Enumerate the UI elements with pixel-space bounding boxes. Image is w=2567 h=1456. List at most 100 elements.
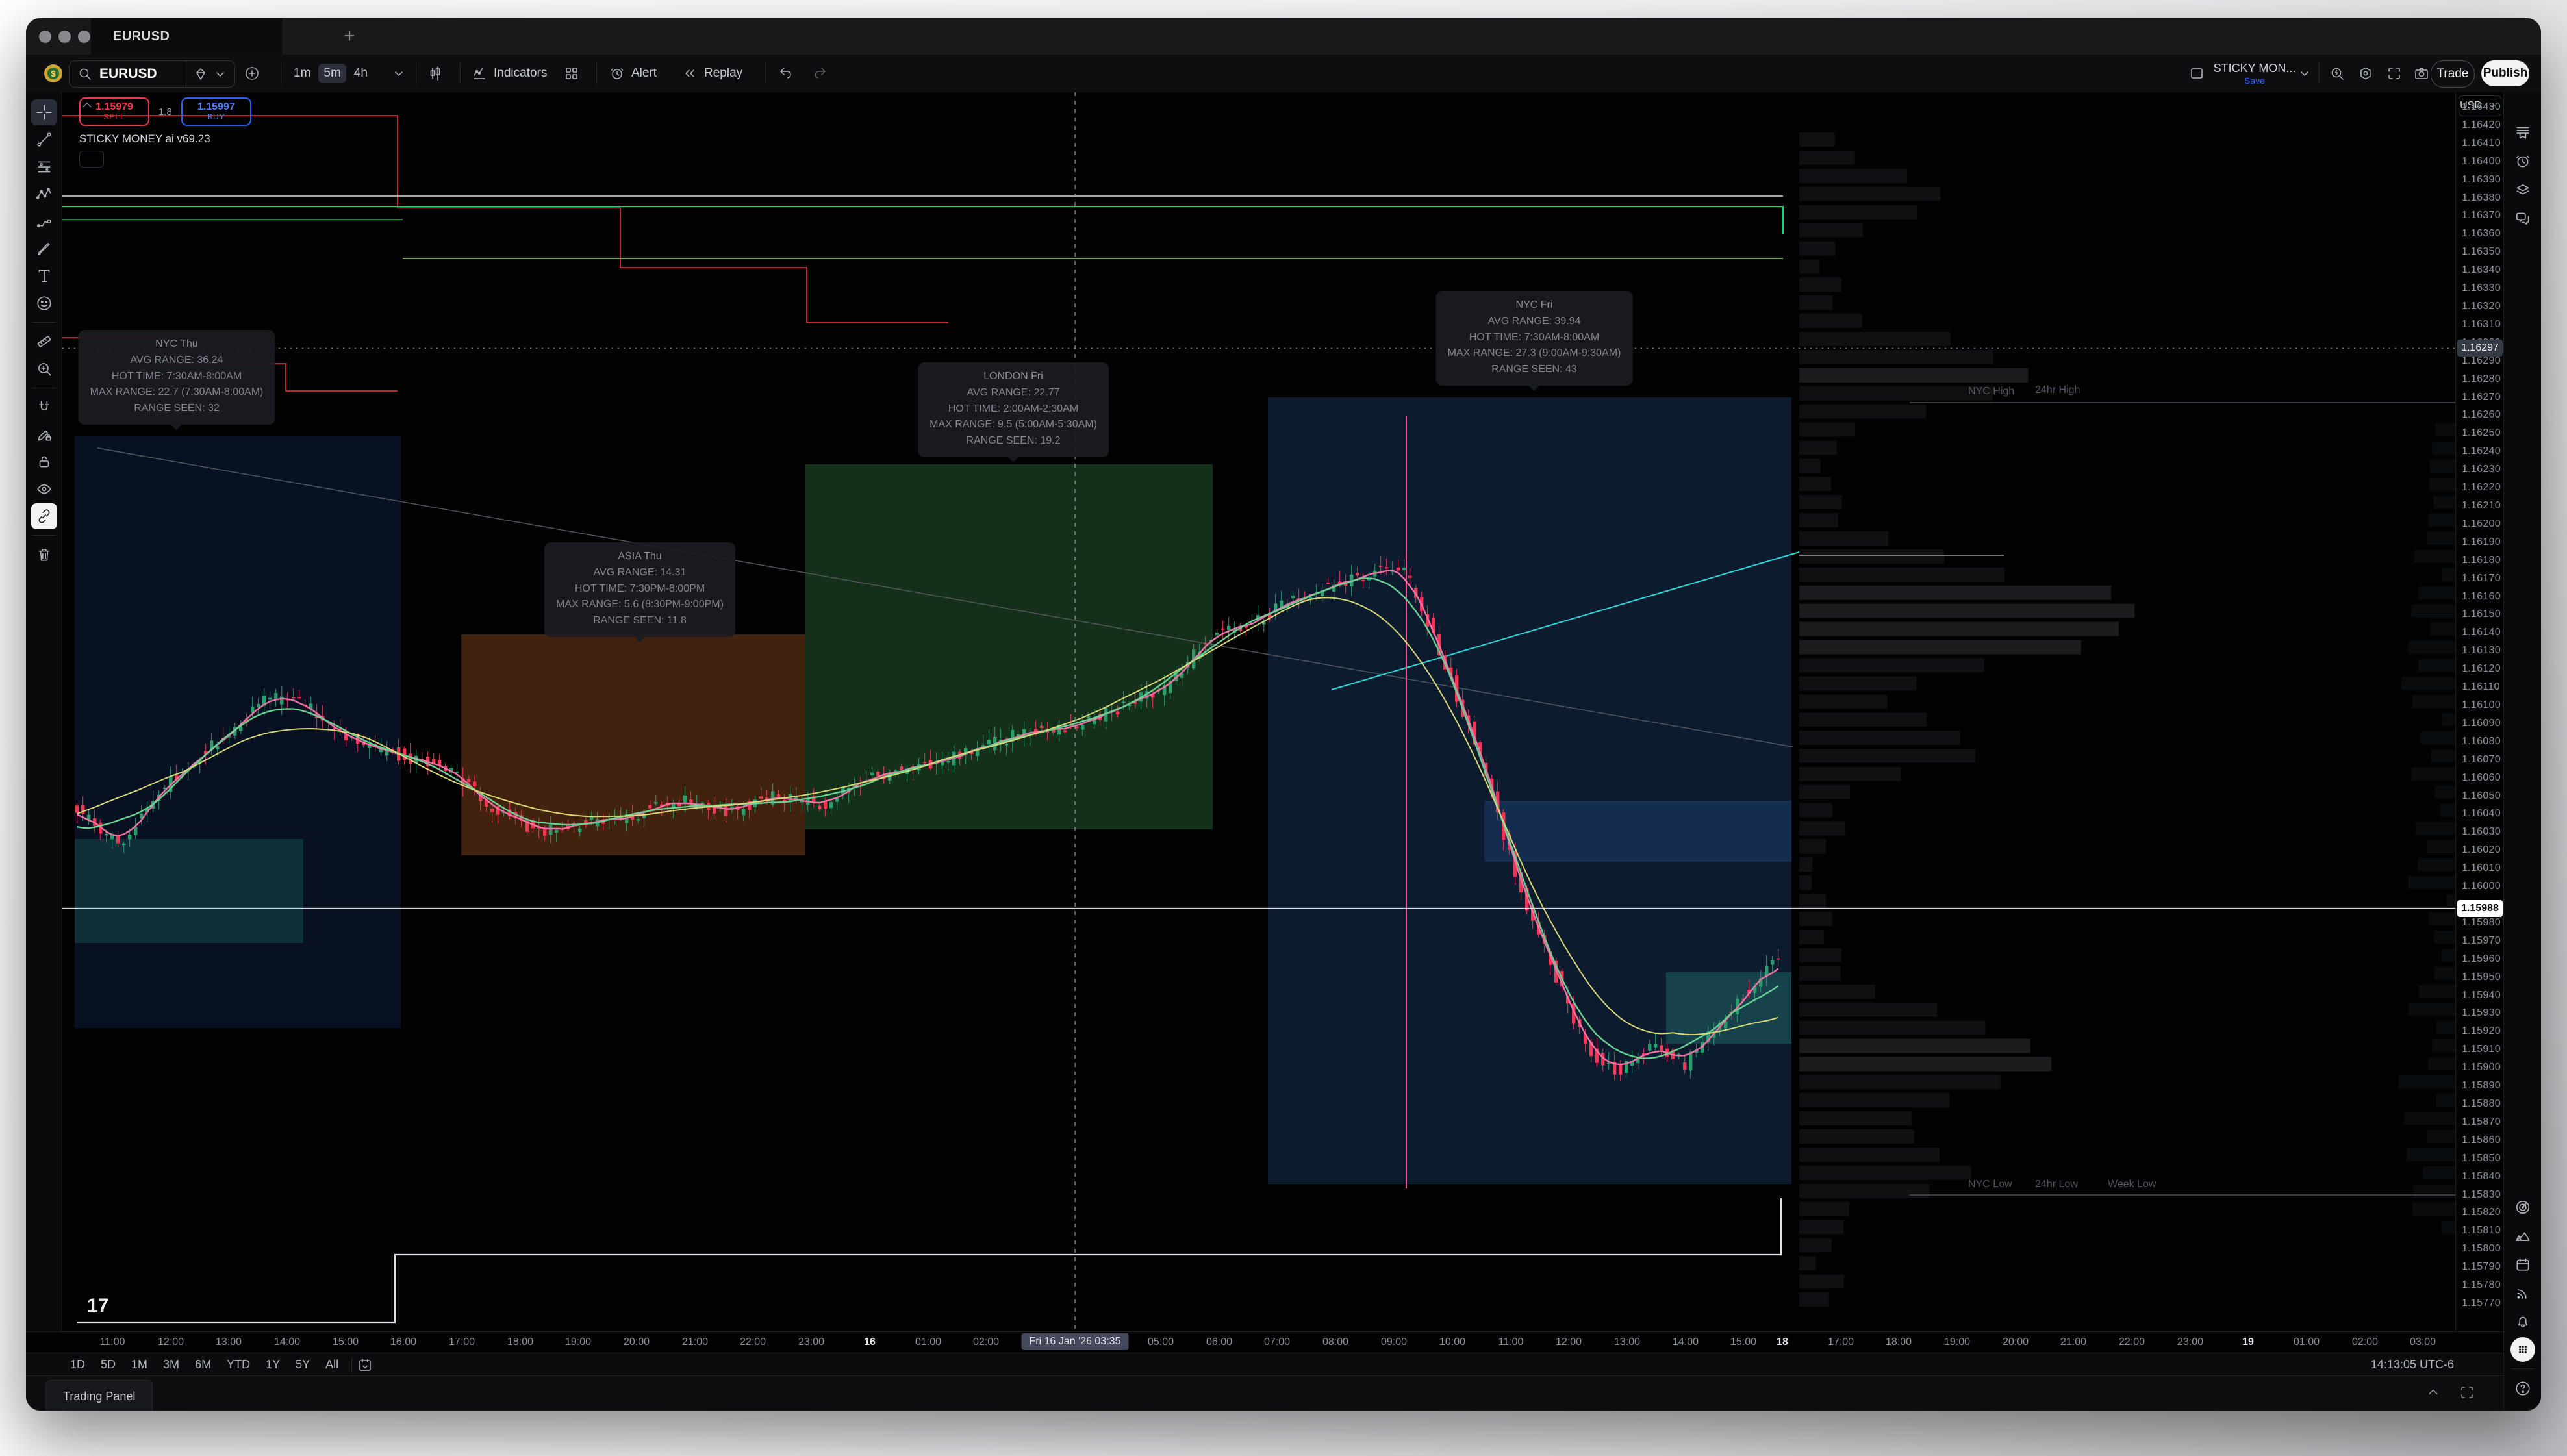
symbol-search[interactable]: EURUSD [69, 60, 194, 88]
publish-button[interactable]: Publish [2481, 60, 2529, 86]
chart-line[interactable] [97, 447, 1793, 747]
session-tooltip-london-fri[interactable]: LONDON Fri AVG RANGE: 22.77 HOT TIME: 2:00… [918, 362, 1109, 462]
remove-all-tool[interactable] [31, 542, 57, 568]
price-tick: 1.15880 [2462, 1098, 2501, 1109]
chart-line[interactable] [62, 206, 1784, 234]
session-stat-line: MAX RANGE: 27.3 (9:00AM-9:30AM) [1447, 347, 1621, 359]
moving-average-line[interactable] [77, 597, 1778, 1036]
interval-dropdown-button[interactable] [391, 55, 407, 92]
hide-all-drawings-tool[interactable] [31, 476, 57, 502]
sell-button[interactable]: 1.15979 SELL [79, 97, 149, 126]
new-tab-button[interactable]: + [344, 25, 355, 47]
compare-add-button[interactable] [244, 55, 260, 92]
indicators-button[interactable]: Indicators [472, 55, 547, 92]
panel-maximize-icon[interactable] [2459, 1385, 2475, 1400]
replay-button[interactable]: Replay [682, 55, 742, 92]
price-tick: 1.16090 [2462, 717, 2501, 729]
range-6M[interactable]: 6M [195, 1358, 212, 1371]
session-tooltip-nyc-thu[interactable]: NYC Thu AVG RANGE: 36.24 HOT TIME: 7:30AM-… [78, 330, 275, 430]
trade-button[interactable]: Trade [2431, 60, 2475, 88]
session-box[interactable] [805, 464, 1213, 829]
chart-plot-area[interactable]: 1.15979 SELL 1.8 1.15997 BUY STICKY MONE… [62, 92, 2455, 1331]
redo-button[interactable] [812, 55, 828, 92]
range-1M[interactable]: 1M [131, 1358, 148, 1371]
buy-button[interactable]: 1.15997 BUY [181, 97, 251, 126]
range-1Y[interactable]: 1Y [266, 1358, 281, 1371]
fib-retracement-tool[interactable] [31, 154, 57, 180]
range-All[interactable]: All [325, 1358, 339, 1371]
session-box[interactable] [1268, 397, 1791, 1184]
forecast-tool[interactable] [31, 208, 57, 234]
range-YTD[interactable]: YTD [227, 1358, 251, 1371]
sidebar-alerts[interactable] [2510, 148, 2536, 174]
sidebar-notifications[interactable] [2510, 1309, 2536, 1335]
range-5D[interactable]: 5D [101, 1358, 116, 1371]
emoji-tool[interactable] [31, 290, 57, 316]
traffic-light-close[interactable] [39, 31, 51, 43]
browser-tab[interactable]: EURUSD [91, 18, 282, 55]
sync-drawings-tool[interactable] [31, 503, 57, 529]
range-3M[interactable]: 3M [163, 1358, 180, 1371]
session-box[interactable] [461, 634, 805, 855]
settings-gear-icon[interactable] [2358, 55, 2373, 92]
sidebar-apps[interactable] [2510, 1337, 2535, 1362]
scale-profile-bar [2429, 477, 2455, 491]
fullscreen-icon[interactable] [2386, 55, 2402, 92]
session-tooltip-nyc-fri[interactable]: NYC Fri AVG RANGE: 39.94 HOT TIME: 7:30AM-… [1435, 291, 1633, 391]
sidebar-streams[interactable] [2510, 1280, 2536, 1306]
indicator-templates-button[interactable] [564, 55, 579, 92]
save-layout-link[interactable]: Save [2244, 75, 2265, 86]
sidebar-calendar[interactable] [2510, 1251, 2536, 1277]
sidebar-ideas[interactable] [2510, 1223, 2536, 1249]
traffic-light-zoom[interactable] [78, 31, 90, 43]
magnet-tool[interactable] [31, 394, 57, 420]
sidebar-watchlist[interactable] [2510, 119, 2536, 145]
panel-collapse-icon[interactable] [2425, 1385, 2441, 1400]
interval-4h[interactable]: 4h [353, 66, 368, 80]
sidebar-object-tree[interactable] [2510, 177, 2536, 203]
interval-1m[interactable]: 1m [294, 66, 311, 80]
range-1D[interactable]: 1D [70, 1358, 86, 1371]
trading-panel-tab[interactable]: Trading Panel [45, 1380, 153, 1411]
session-box[interactable] [1666, 972, 1791, 1044]
snapshot-camera-icon[interactable] [2414, 55, 2429, 92]
price-scale[interactable]: USD 1.16430 1.16420 1.16410 1.16400 1.16390 1… [2455, 92, 2504, 1331]
sidebar-screener[interactable] [2510, 1194, 2536, 1220]
sidebar-chat[interactable] [2510, 205, 2536, 231]
chart-canvas[interactable] [62, 92, 2455, 1331]
sidebar-help[interactable] [2510, 1375, 2536, 1401]
interval-5m[interactable]: 5m [318, 64, 346, 83]
session-tooltip-asia-thu[interactable]: ASIA Thu AVG RANGE: 14.31 HOT TIME: 7:30PM… [544, 542, 735, 642]
quick-search-icon[interactable] [2329, 55, 2345, 92]
go-to-date-icon[interactable] [357, 1357, 373, 1373]
collapse-widget-button[interactable] [79, 102, 104, 168]
chart-line[interactable] [62, 115, 948, 323]
chart-line[interactable] [1331, 551, 1800, 690]
measure-tool[interactable] [31, 329, 57, 355]
lock-all-drawings-tool[interactable] [31, 449, 57, 475]
layout-name-button[interactable]: STICKY MON... Save [2214, 59, 2296, 88]
undo-button[interactable] [778, 55, 794, 92]
symbol-source-selector[interactable] [186, 60, 235, 88]
time-axis[interactable]: Fri 16 Jan '26 03:35 11:00 12:00 13:00 14:0… [26, 1331, 2503, 1353]
brush-tool[interactable] [31, 236, 57, 262]
app-logo[interactable]: $ [43, 55, 64, 92]
session-box[interactable] [75, 839, 303, 943]
chart-line[interactable] [77, 1198, 1782, 1324]
range-5Y[interactable]: 5Y [296, 1358, 310, 1371]
layout-box-icon[interactable] [2189, 55, 2205, 92]
stay-in-drawing-mode-tool[interactable] [31, 421, 57, 447]
layout-dropdown-chevron[interactable] [2297, 55, 2312, 92]
trend-line-tool[interactable] [31, 127, 57, 153]
currency-unit-button[interactable]: USD [2459, 95, 2501, 116]
session-box[interactable] [1484, 801, 1791, 862]
zoom-in-tool[interactable] [31, 356, 57, 382]
clock-timezone[interactable]: 14:13:05 UTC-6 [2370, 1358, 2454, 1371]
price-tick: 1.16410 [2462, 137, 2501, 149]
alert-button[interactable]: Alert [609, 55, 657, 92]
crosshair-tool[interactable] [31, 99, 57, 125]
xabcd-pattern-tool[interactable] [31, 181, 57, 207]
text-tool[interactable] [31, 263, 57, 289]
chart-style-button[interactable] [427, 55, 443, 92]
traffic-light-minimize[interactable] [58, 31, 71, 43]
